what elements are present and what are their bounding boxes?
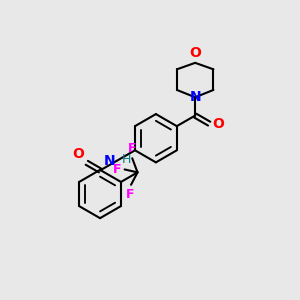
Text: O: O <box>189 46 201 60</box>
Text: O: O <box>72 147 84 161</box>
Text: F: F <box>112 163 121 176</box>
Text: F: F <box>126 188 135 201</box>
Text: F: F <box>128 142 136 155</box>
Text: H: H <box>122 153 131 166</box>
Text: N: N <box>189 90 201 104</box>
Text: O: O <box>212 117 224 130</box>
Text: N: N <box>103 154 115 168</box>
